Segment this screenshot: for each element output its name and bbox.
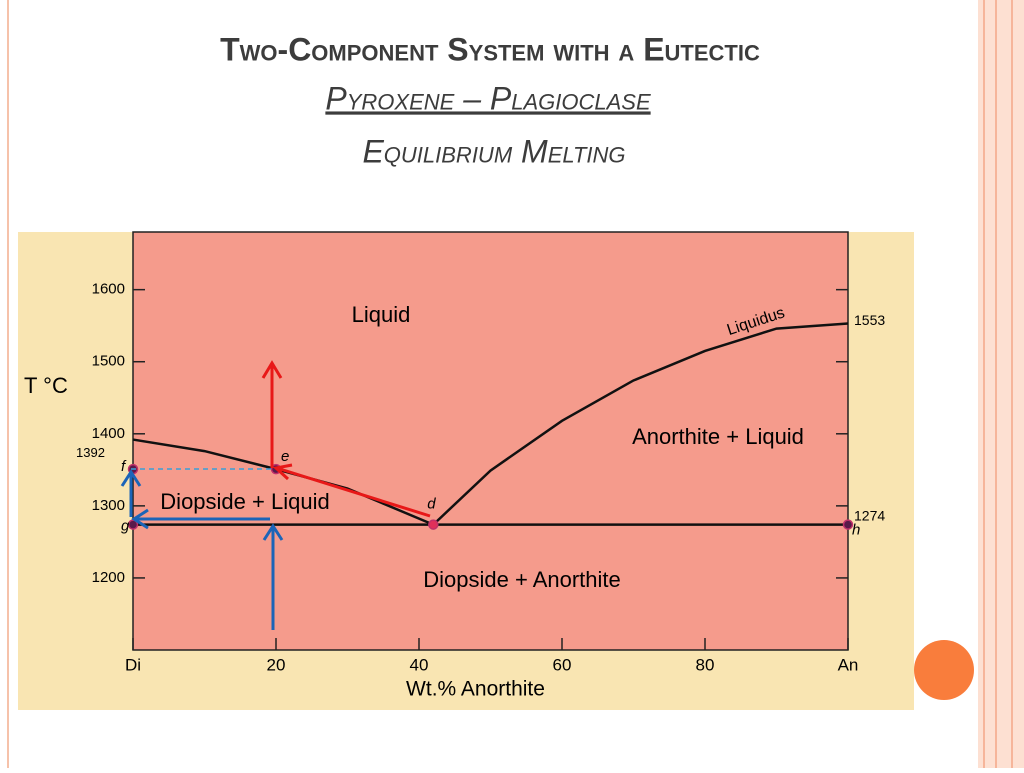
y-tick-label: 1200 bbox=[92, 569, 125, 586]
red-arrow bbox=[272, 463, 431, 518]
region-label: Diopside + Anorthite bbox=[423, 567, 621, 592]
point-label: h bbox=[852, 522, 860, 539]
temperature-label: 1274 bbox=[854, 507, 885, 523]
side-band bbox=[978, 0, 1024, 768]
x-tick-label: 60 bbox=[553, 655, 572, 674]
x-tick-label: 40 bbox=[410, 655, 429, 674]
chart: 1200 1300 1400 1500 1600 Di 20 40 60 80 An Wt.% Ano… bbox=[18, 231, 914, 710]
point-label: g bbox=[121, 518, 130, 535]
point-label: e bbox=[281, 448, 289, 465]
red-arrow bbox=[261, 360, 283, 468]
slide-subtitle: Pyroxene – Plagioclase bbox=[325, 80, 651, 116]
plot-area bbox=[132, 231, 849, 651]
blue-arrow bbox=[120, 469, 142, 517]
curve bbox=[432, 322, 849, 526]
x-axis-label: Wt.% Anorthite bbox=[406, 678, 545, 701]
y-tick-label: 1300 bbox=[92, 497, 125, 514]
temperature-label: 1553 bbox=[854, 312, 885, 328]
point bbox=[428, 519, 439, 530]
slide-title: Two-Component System with a Eutectic bbox=[220, 31, 760, 67]
point-label: d bbox=[427, 496, 436, 513]
point bbox=[842, 519, 854, 530]
y-tick-label: 1400 bbox=[92, 425, 125, 442]
x-tick-label: Di bbox=[125, 655, 141, 674]
y-axis-label: T °C bbox=[24, 373, 68, 398]
region-label: Liquid bbox=[352, 302, 411, 327]
x-tick-label: 80 bbox=[696, 655, 715, 674]
y-tick-label: 1500 bbox=[92, 353, 125, 370]
temperature-label: 1392 bbox=[76, 445, 105, 460]
region-label: Anorthite + Liquid bbox=[632, 424, 804, 449]
x-tick-label: 20 bbox=[267, 655, 286, 674]
point-label: f bbox=[121, 458, 127, 475]
region-label: Diopside + Liquid bbox=[160, 489, 329, 514]
arrows bbox=[120, 360, 431, 630]
decor-circle bbox=[914, 640, 974, 700]
blue-arrow bbox=[131, 508, 270, 530]
slide-caption: Equilibrium Melting bbox=[362, 133, 625, 169]
y-tick-label: 1600 bbox=[92, 281, 125, 298]
blue-arrow bbox=[262, 523, 284, 630]
x-tick-label: An bbox=[838, 655, 859, 674]
